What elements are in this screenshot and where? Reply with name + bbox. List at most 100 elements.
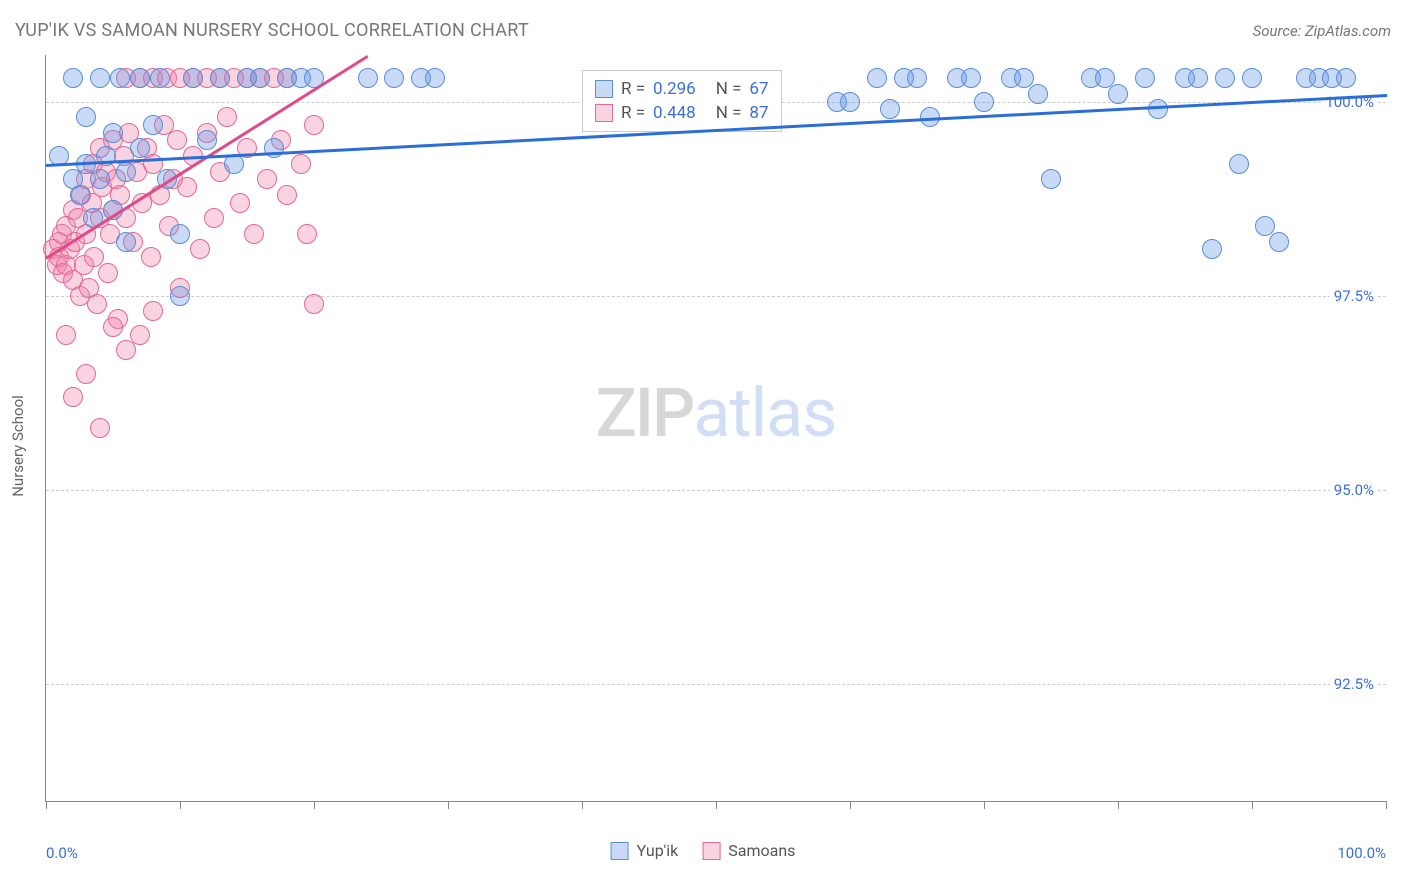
x-tick	[1386, 801, 1387, 809]
data-point	[961, 68, 981, 88]
data-point	[150, 68, 170, 88]
data-point	[867, 68, 887, 88]
legend-swatch	[595, 80, 613, 98]
data-point	[143, 115, 163, 135]
data-point	[1229, 154, 1249, 174]
data-point	[103, 123, 123, 143]
data-point	[1269, 232, 1289, 252]
stat-r-label: R =	[621, 103, 645, 123]
data-point	[291, 154, 311, 174]
data-point	[840, 92, 860, 112]
data-point	[116, 340, 136, 360]
data-point	[1202, 239, 1222, 259]
x-tick	[180, 801, 181, 809]
data-point	[170, 286, 190, 306]
stats-row: R = 0.448N = 87	[595, 101, 769, 125]
data-point	[190, 239, 210, 259]
data-point	[1108, 84, 1128, 104]
data-point	[250, 68, 270, 88]
data-point	[217, 107, 237, 127]
y-tick-label: 92.5%	[1330, 675, 1378, 693]
chart-source: Source: ZipAtlas.com	[1253, 22, 1391, 40]
data-point	[116, 162, 136, 182]
data-point	[116, 232, 136, 252]
data-point	[177, 177, 197, 197]
data-point	[1028, 84, 1048, 104]
legend-label: Yup'ik	[637, 841, 679, 860]
x-axis-min-label: 0.0%	[46, 844, 78, 862]
data-point	[244, 224, 264, 244]
x-axis-max-label: 100.0%	[1337, 844, 1386, 862]
chart-header: YUP'IK VS SAMOAN NURSERY SCHOOL CORRELAT…	[15, 20, 1391, 41]
watermark: ZIPatlas	[596, 373, 837, 453]
legend-swatch	[702, 842, 720, 860]
data-point	[90, 68, 110, 88]
stat-n-label: N =	[716, 79, 742, 99]
x-tick	[984, 801, 985, 809]
data-point	[103, 317, 123, 337]
data-point	[1336, 68, 1356, 88]
legend-swatch	[611, 842, 629, 860]
data-point	[63, 68, 83, 88]
x-tick	[314, 801, 315, 809]
x-tick	[1252, 801, 1253, 809]
legend-swatch	[595, 104, 613, 122]
data-point	[183, 68, 203, 88]
data-point	[907, 68, 927, 88]
stat-r-label: R =	[621, 79, 645, 99]
data-point	[974, 92, 994, 112]
data-point	[1215, 68, 1235, 88]
data-point	[70, 185, 90, 205]
gridline	[46, 490, 1386, 491]
x-tick	[1118, 801, 1119, 809]
legend-label: Samoans	[728, 841, 795, 860]
x-tick	[46, 801, 47, 809]
stat-r-value: 0.448	[653, 103, 696, 123]
data-point	[130, 138, 150, 158]
data-point	[1148, 99, 1168, 119]
legend-item: Samoans	[702, 841, 795, 860]
watermark-atlas: atlas	[693, 373, 836, 453]
x-tick	[448, 801, 449, 809]
stat-n-value: 67	[749, 79, 768, 99]
x-tick	[850, 801, 851, 809]
data-point	[304, 294, 324, 314]
y-tick-label: 97.5%	[1330, 287, 1378, 305]
data-point	[56, 325, 76, 345]
data-point	[1135, 68, 1155, 88]
data-point	[141, 247, 161, 267]
data-point	[197, 130, 217, 150]
data-point	[76, 364, 96, 384]
data-point	[297, 224, 317, 244]
chart-container: YUP'IK VS SAMOAN NURSERY SCHOOL CORRELAT…	[0, 0, 1406, 892]
data-point	[277, 185, 297, 205]
legend-item: Yup'ik	[611, 841, 679, 860]
data-point	[110, 68, 130, 88]
x-tick	[716, 801, 717, 809]
data-point	[204, 208, 224, 228]
data-point	[384, 68, 404, 88]
data-point	[1041, 169, 1061, 189]
data-point	[257, 169, 277, 189]
data-point	[170, 224, 190, 244]
data-point	[425, 68, 445, 88]
plot-area: ZIPatlas 100.0%97.5%95.0%92.5%R = 0.296N…	[45, 55, 1386, 802]
chart-title: YUP'IK VS SAMOAN NURSERY SCHOOL CORRELAT…	[15, 20, 529, 41]
data-point	[87, 294, 107, 314]
stats-legend: R = 0.296N = 67R = 0.448N = 87	[582, 70, 782, 132]
data-point	[90, 418, 110, 438]
y-tick-label: 95.0%	[1330, 481, 1378, 499]
data-point	[230, 193, 250, 213]
data-point	[130, 68, 150, 88]
data-point	[210, 68, 230, 88]
data-point	[167, 130, 187, 150]
data-point	[76, 107, 96, 127]
gridline	[46, 684, 1386, 685]
data-point	[98, 263, 118, 283]
y-axis-title: Nursery School	[9, 395, 27, 497]
data-point	[358, 68, 378, 88]
data-point	[63, 387, 83, 407]
bottom-legend: Yup'ik Samoans	[611, 841, 796, 860]
x-tick	[582, 801, 583, 809]
stat-n-value: 87	[749, 103, 768, 123]
